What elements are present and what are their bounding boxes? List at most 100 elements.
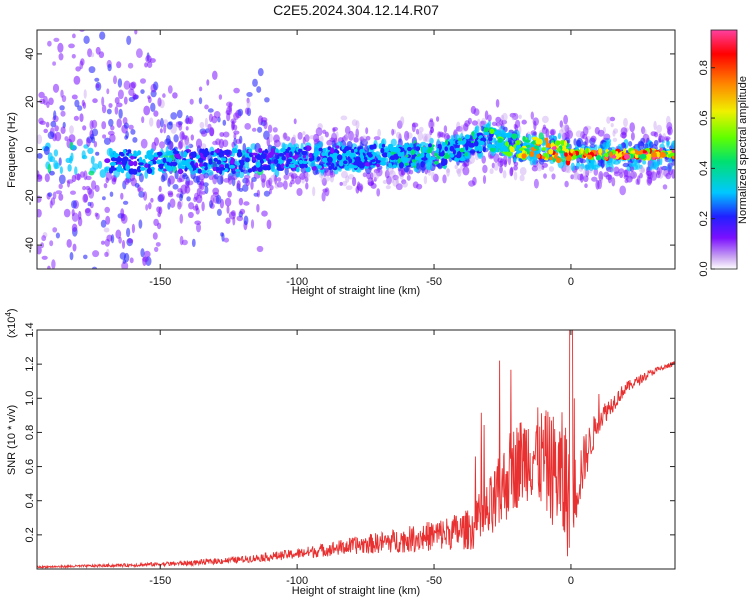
spectrogram-cell (426, 165, 430, 170)
spectrogram-cell (642, 133, 650, 144)
spectrogram-cell (121, 261, 129, 269)
spectrogram-cell (147, 95, 151, 100)
spectrogram-cell (58, 53, 64, 61)
spectrogram-ridge-cell (252, 157, 256, 161)
spectrogram-cell (578, 165, 584, 172)
spectrogram-cell (104, 206, 110, 213)
spectrogram-cell (392, 178, 399, 187)
spectrogram-cell (130, 129, 136, 135)
spectrogram-cell (345, 175, 350, 183)
spectrogram-cell (572, 172, 580, 181)
spectrogram-cell (612, 137, 618, 142)
spectrogram-cell (70, 190, 76, 195)
spectrogram-cell (416, 162, 421, 170)
spectrogram-cell (302, 136, 306, 145)
spectrogram-cell (117, 302, 121, 309)
spectrogram-cell (123, 276, 126, 283)
spectrogram-cell (250, 219, 255, 229)
spectrogram-cell (77, 216, 83, 227)
spectrogram-cell (436, 116, 440, 122)
spectrogram-ridge-cell (164, 162, 168, 168)
spectrogram-cell (142, 256, 147, 267)
spectrogram-cell (45, 121, 50, 128)
spectrogram-cell (304, 172, 310, 179)
spectrogram-ridge-cell (335, 145, 340, 149)
spectrogram-ridge-cell (172, 162, 176, 167)
spectrogram-cell (44, 173, 50, 183)
spectrogram-cell (186, 196, 191, 202)
spectrogram-cell (82, 193, 89, 203)
spectrogram-cell (83, 193, 88, 203)
spectrogram-cell (213, 111, 221, 119)
spectrogram-cell (63, 208, 71, 218)
spectrogram-ridge-cell (541, 147, 546, 151)
spectrogram-cell (519, 167, 527, 176)
spectrogram-cell (40, 242, 44, 249)
spectrogram-cell (143, 191, 148, 201)
spectrogram-cell (597, 129, 605, 137)
spectrogram-ridge-cell (350, 148, 355, 154)
spectrogram-cell (49, 156, 56, 163)
spectrogram-ridge-cell (216, 159, 222, 165)
spectrogram-cell (114, 106, 119, 115)
spectrogram-cell (141, 116, 145, 124)
spectrogram-cell (657, 135, 665, 143)
spectrogram-cell (245, 107, 250, 115)
spectrogram-cell (518, 114, 522, 120)
spectrogram-cell (154, 0, 161, 2)
spectrogram-cell (260, 117, 268, 123)
spectrogram-cell (37, 174, 43, 180)
spectrogram-cell (196, 223, 201, 233)
spectrogram-cell (564, 180, 569, 188)
spectrogram-cell (101, 104, 107, 114)
spectrogram-cell (73, 75, 81, 85)
spectrogram-ridge-cell (201, 148, 206, 155)
spectrogram-cell (549, 128, 556, 136)
spectrogram-ridge-cell (262, 165, 269, 171)
spectrogram-ridge-cell (584, 147, 589, 154)
spectrogram-cell (519, 174, 525, 182)
spectrogram-cell (207, 108, 214, 113)
spectrogram-ridge-cell (213, 157, 218, 162)
spectrogram-cell (91, 119, 98, 129)
spectrogram-cell (412, 181, 419, 189)
spectrogram-cell (216, 208, 222, 216)
spectrogram-cell (513, 171, 518, 181)
spectrogram-cell (176, 109, 183, 119)
spectrogram-cell (125, 296, 131, 300)
spectrogram-cell (290, 173, 298, 179)
spectrogram-cell (256, 189, 261, 198)
spectrogram-cell (602, 142, 608, 148)
spectrogram-ridge-cell (465, 144, 469, 151)
spectrogram-cell (666, 121, 673, 131)
spectrogram-cell (37, 134, 43, 145)
spectrogram-cell (536, 162, 543, 172)
spectrogram-cell (142, 286, 146, 294)
spectrogram-ridge-cell (177, 168, 183, 175)
spectrogram-cell (120, 192, 124, 200)
spectrogram-cell (400, 116, 405, 126)
spectrogram-cell (317, 123, 323, 130)
spectrogram-cell (273, 139, 281, 148)
spectrogram-cell (103, 227, 110, 233)
spectrogram-cell (491, 162, 495, 169)
spectrogram-cell (257, 126, 263, 133)
spectrogram-cell (152, 232, 158, 240)
spectrogram-ridge-cell (296, 166, 300, 173)
spectrogram-cell (160, 117, 164, 128)
spectrogram-ridge-cell (344, 146, 350, 151)
spectrogram-cell (319, 173, 323, 178)
spectrogram-cell (530, 111, 534, 120)
spectrogram-cell (618, 168, 625, 174)
spectrogram-cell (83, 254, 88, 260)
spectrogram-cell (235, 138, 242, 144)
spectrogram-ridge-cell (120, 168, 125, 174)
spectrogram-ridge-cell (630, 150, 636, 154)
spectrogram-cell (246, 99, 251, 108)
spectrogram-cell (495, 99, 500, 108)
spectrogram-cell (291, 173, 295, 182)
spectrogram-cell (88, 66, 96, 74)
spectrogram-cell (429, 137, 434, 145)
spectrogram-xtick-label: -100 (286, 276, 308, 288)
spectrogram-ridge-cell (411, 159, 416, 163)
